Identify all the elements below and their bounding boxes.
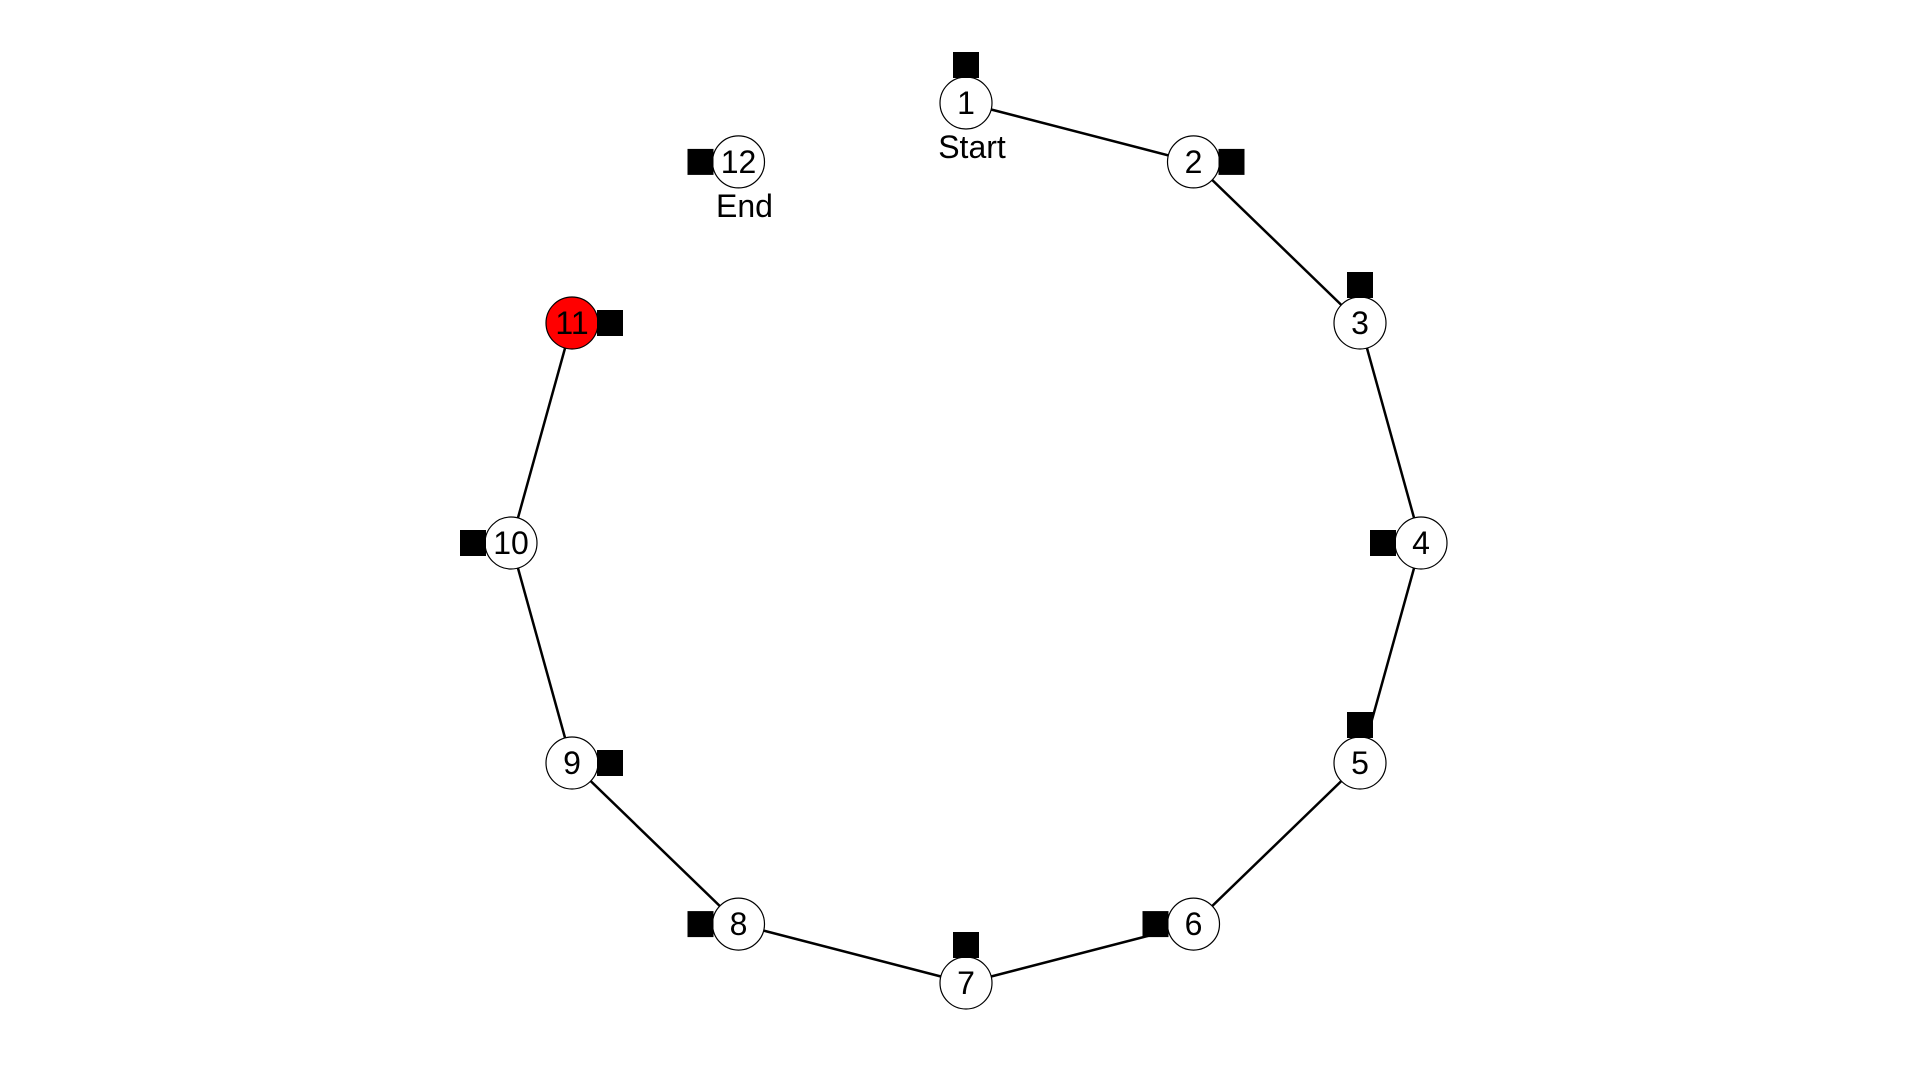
edge-10-11 [509,322,574,544]
node-marker-12 [687,148,714,175]
node-label-8: 8 [730,906,748,942]
node-label-5: 5 [1351,745,1369,781]
node-label-11: 11 [555,305,588,341]
node-marker-9 [597,750,623,776]
nodes-layer: 1 Start 2 3 4 5 6 7 8 9 10 11 12 End [460,52,1448,1010]
node-label-12: 12 [721,144,757,180]
node-marker-3 [1347,272,1373,298]
node-11: 11 [545,296,623,350]
node-marker-6 [1142,911,1169,938]
edges-layer [509,101,1423,985]
node-label-6: 6 [1185,906,1203,942]
edge-3-4 [1358,322,1423,544]
edge-8-9 [571,762,740,925]
edge-5-6 [1192,762,1361,925]
node-6: 6 [1142,897,1221,951]
node-marker-7 [953,932,979,958]
node-label-7: 7 [957,965,975,1001]
node-marker-8 [687,911,714,938]
edge-7-8 [738,922,967,985]
node-2: 2 [1166,135,1245,189]
node-label-10: 10 [493,525,529,561]
node-label-2: 2 [1185,144,1203,180]
node-caption-12: End [716,188,773,224]
node-3: 3 [1333,272,1387,350]
node-12: 12 End [687,135,773,224]
edge-1-2 [965,101,1194,164]
node-marker-2 [1218,148,1245,175]
node-marker-4 [1370,530,1396,556]
node-10: 10 [460,516,538,570]
node-5: 5 [1333,712,1387,790]
node-7: 7 [939,932,993,1010]
edge-9-10 [509,542,574,764]
node-4: 4 [1370,516,1448,570]
node-label-4: 4 [1412,525,1430,561]
node-marker-11 [597,310,623,336]
node-1: 1 Start [938,52,1006,165]
node-marker-1 [953,52,979,78]
node-label-1: 1 [957,85,975,121]
node-9: 9 [545,736,623,790]
node-label-9: 9 [563,745,581,781]
node-marker-5 [1347,712,1373,738]
node-label-3: 3 [1351,305,1369,341]
edge-2-3 [1192,161,1361,324]
node-marker-10 [460,530,486,556]
node-8: 8 [687,897,766,951]
node-caption-1: Start [938,129,1006,165]
